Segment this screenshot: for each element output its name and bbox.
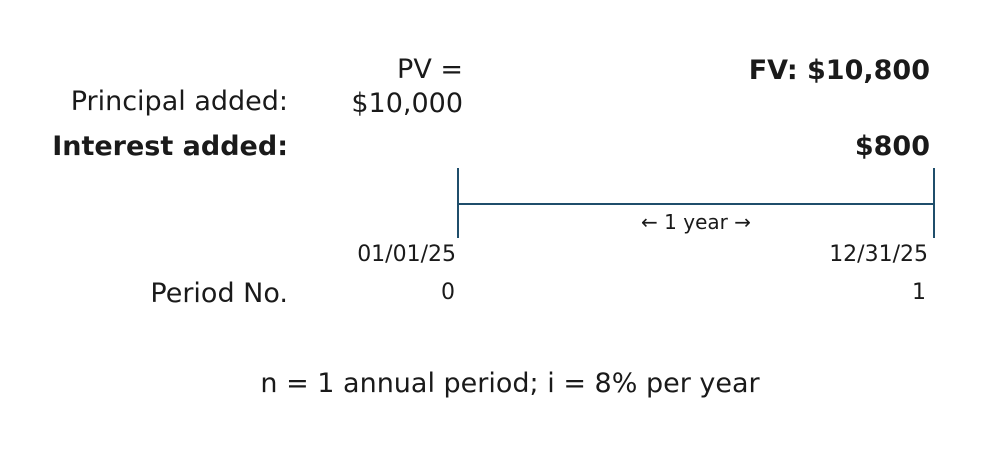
footer-note: n = 1 annual period; i = 8% per year (260, 368, 760, 399)
period-number-start: 0 (441, 280, 455, 305)
interest-added-amount: $800 (854, 131, 930, 162)
present-value-label: PV = (397, 54, 463, 85)
timeline-span-label: ← 1 year → (641, 210, 751, 234)
period-number-label: Period No. (150, 278, 288, 309)
timeline-end-date: 12/31/25 (829, 242, 928, 267)
interest-added-label: Interest added: (52, 131, 288, 162)
future-value-label: FV: $10,800 (748, 55, 930, 86)
present-value-amount: $10,000 (351, 88, 463, 119)
period-number-end: 1 (912, 280, 926, 305)
principal-added-label: Principal added: (70, 86, 288, 117)
timeline-start-date: 01/01/25 (357, 242, 456, 267)
